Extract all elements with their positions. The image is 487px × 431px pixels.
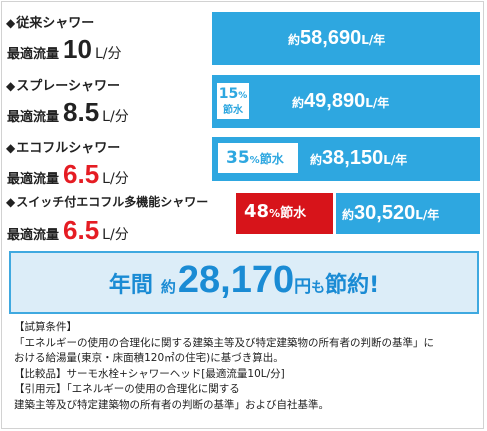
product-name: ◆スプレーシャワー	[6, 79, 120, 94]
diamond-icon: ◆	[6, 79, 16, 93]
note-line: 建築主等及び特定建築物の所有者の判断の基準」および自社基準。	[14, 398, 329, 411]
water-usage-bar: 約58,690L/年	[212, 12, 480, 65]
flow-rate: 最適流量 8.5 L/分	[7, 97, 129, 127]
flow-rate: 最適流量 10 L/分	[7, 34, 122, 64]
note-line: 【試算条件】	[14, 321, 77, 333]
diamond-icon: ◆	[6, 141, 16, 155]
annual-savings-banner: 年間 約28,170円も節約!	[9, 251, 479, 314]
annual-water-amount: 約38,150L/年	[310, 147, 408, 169]
note-line: 【比較品】サーモ水栓+シャワーヘッド[最適流量10L/分]	[14, 367, 285, 380]
calculation-notes: 【試算条件】 「エネルギーの使用の合理化に関する建築主等及び特定建築物の所有者の…	[14, 320, 434, 413]
note-line: 「エネルギーの使用の合理化に関する建築主等及び特定建築物の所有者の判断の基準」に	[14, 336, 434, 349]
saving-badge: 15% 節水	[215, 81, 251, 121]
product-name: ◆エコフルシャワー	[6, 141, 121, 156]
annual-water-amount: 約58,690L/年	[288, 27, 386, 49]
flow-rate: 最適流量 6.5 L/分	[7, 215, 129, 245]
diamond-icon: ◆	[6, 16, 16, 30]
product-name: ◆従来シャワー	[6, 16, 95, 31]
note-line: 【引用元】「エネルギーの使用の合理化に関する	[14, 383, 240, 395]
annual-water-amount: 約49,890L/年	[292, 90, 390, 112]
annual-water-amount: 約30,520L/年	[342, 202, 440, 224]
note-line: おける給湯量(東京・床面積120㎡の住宅)に基づき算出。	[14, 352, 284, 364]
water-usage-bar: 15% 節水 約49,890L/年	[212, 75, 480, 128]
water-usage-bar: 約30,520L/年	[336, 193, 480, 234]
diamond-icon: ◆	[6, 195, 16, 209]
water-usage-bar: 35%節水 約38,150L/年	[212, 137, 480, 181]
saving-badge: 48%節水	[236, 193, 333, 234]
annual-savings-text: 年間 約28,170円も節約!	[108, 259, 380, 301]
saving-badge: 35%節水	[216, 141, 300, 175]
flow-rate: 最適流量 6.5 L/分	[7, 159, 129, 189]
product-name: ◆スイッチ付エコフル多機能シャワー	[6, 195, 209, 209]
